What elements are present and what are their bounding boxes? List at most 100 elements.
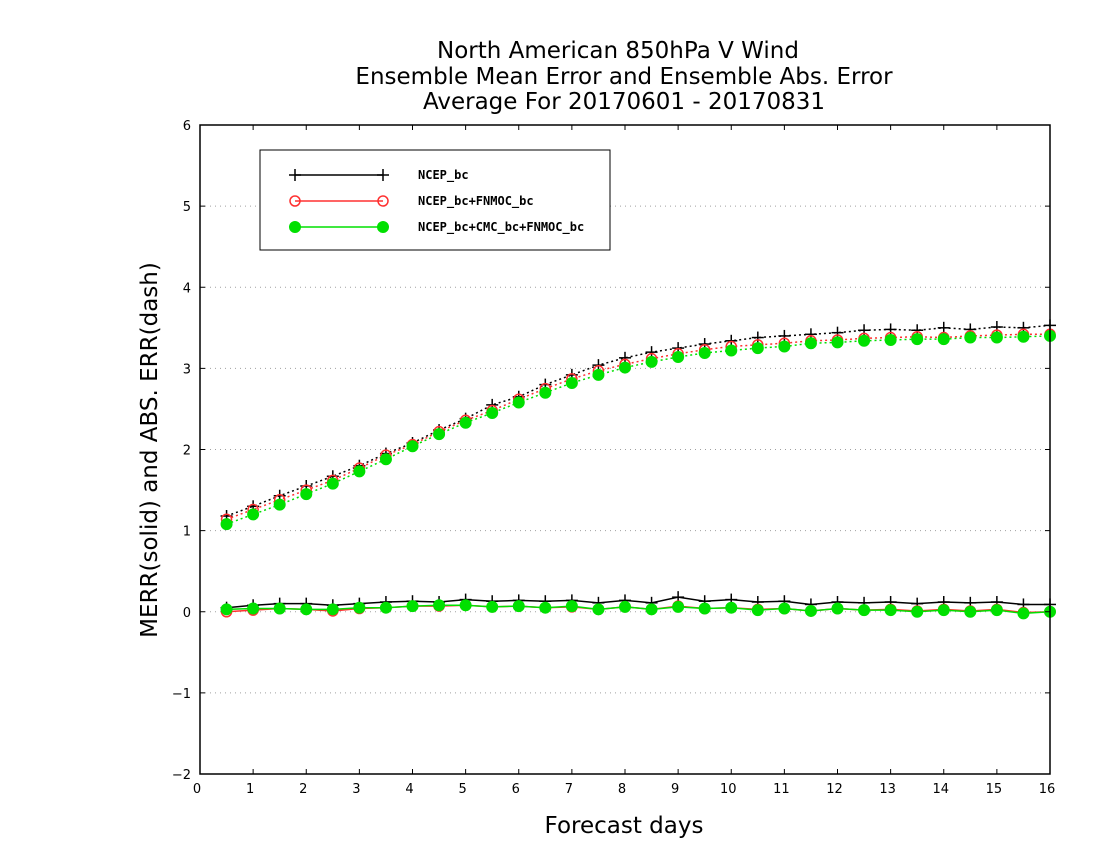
x-tick-label-12: 12 — [826, 782, 843, 797]
series-2-merr-point-10 — [486, 600, 499, 613]
series-1 — [220, 328, 1056, 619]
series-0-merr-line — [226, 596, 1050, 609]
series-2-merr-point-27 — [937, 604, 950, 617]
x-tick-label-1: 1 — [246, 782, 254, 797]
y-axis-label: MERR(solid) and ABS. ERR(dash) — [137, 262, 163, 638]
series-2-merr-point-19 — [725, 601, 738, 614]
legend-marker-start-2 — [289, 221, 301, 233]
series-2-abs-point-9 — [459, 416, 472, 429]
x-tick-label-14: 14 — [932, 782, 949, 797]
x-tick-label-6: 6 — [512, 782, 520, 797]
series-2-merr-point-20 — [751, 604, 764, 617]
series-2-merr-point-7 — [406, 600, 419, 613]
series-2-merr-point-30 — [1017, 607, 1030, 620]
x-tick-label-5: 5 — [458, 782, 466, 797]
series-2-abs-point-23 — [831, 336, 844, 349]
series-2-abs-point-29 — [990, 331, 1003, 344]
series-layer — [220, 319, 1056, 620]
series-2-abs-point-19 — [725, 344, 738, 357]
series-2-merr-point-21 — [778, 602, 791, 615]
series-2-merr-point-4 — [326, 603, 339, 616]
series-2 — [220, 329, 1056, 620]
y-tick-label-1: −1 — [172, 687, 191, 702]
series-0 — [220, 319, 1056, 614]
series-0-abs-point-20 — [751, 331, 764, 344]
x-tick-label-8: 8 — [618, 782, 626, 797]
series-2-merr-point-1 — [247, 602, 260, 615]
legend-marker-end-2 — [377, 221, 389, 233]
legend-label-1: NCEP_bc+FNMOC_bc — [418, 194, 534, 209]
series-0-abs-point-25 — [884, 323, 897, 336]
series-2-abs-point-26 — [911, 333, 924, 346]
series-2-abs-point-4 — [326, 477, 339, 490]
series-2-merr-point-8 — [433, 599, 446, 612]
series-2-abs-point-7 — [406, 440, 419, 453]
series-2-merr-point-24 — [858, 604, 871, 617]
series-2-abs-point-16 — [645, 355, 658, 368]
series-2-abs-point-2 — [273, 498, 286, 511]
gridlines — [200, 205, 1050, 694]
x-tick-label-3: 3 — [352, 782, 360, 797]
x-axis-ticks: 0 1 2 3 4 5 6 7 8 9 10 11 12 13 14 15 16 — [193, 125, 1055, 797]
series-1-abs-err-line — [226, 333, 1050, 520]
x-tick-label-13: 13 — [879, 782, 896, 797]
series-2-abs-point-25 — [884, 333, 897, 346]
series-2-merr-point-18 — [698, 602, 711, 615]
series-2-abs-point-28 — [964, 331, 977, 344]
series-0-abs-err-line — [226, 324, 1051, 517]
series-2-merr-point-17 — [672, 600, 685, 613]
x-axis-label: Forecast days — [545, 813, 704, 839]
x-tick-label-9: 9 — [671, 782, 679, 797]
series-2-abs-point-0 — [220, 518, 233, 531]
series-2-merr-point-25 — [884, 604, 897, 617]
y-tick-label-2: 0 — [183, 606, 191, 621]
series-2-merr-point-15 — [619, 600, 631, 613]
x-tick-label-4: 4 — [405, 782, 413, 797]
x-tick-label-0: 0 — [193, 782, 201, 797]
series-2-abs-point-11 — [512, 396, 525, 409]
series-2-abs-point-6 — [379, 453, 392, 466]
series-2-abs-point-15 — [619, 361, 631, 374]
series-0-abs-point-21 — [778, 329, 791, 342]
legend-marker-start-0 — [289, 169, 301, 181]
series-2-merr-point-11 — [512, 600, 525, 613]
chart-title-line-2: Ensemble Mean Error and Ensemble Abs. Er… — [355, 64, 893, 90]
x-tick-label-15: 15 — [986, 782, 1003, 797]
series-2-merr-point-26 — [911, 605, 924, 618]
series-2-merr-point-28 — [964, 605, 977, 618]
series-2-merr-point-2 — [273, 602, 286, 615]
x-tick-label-11: 11 — [773, 782, 790, 797]
series-2-merr-point-13 — [565, 600, 578, 613]
y-tick-label-6: 4 — [183, 281, 191, 296]
series-0-abs-point-29 — [990, 321, 1003, 334]
series-0-abs-point-24 — [858, 324, 871, 337]
legend-marker-end-0 — [377, 169, 389, 181]
legend-box — [259, 149, 611, 251]
series-2-abs-point-12 — [539, 386, 552, 399]
y-tick-label-3: 1 — [183, 525, 191, 540]
chart-title-line-3: Average For 20170601 - 20170831 — [423, 89, 825, 115]
series-2-merr-point-9 — [459, 599, 472, 612]
y-tick-label-0: −2 — [172, 768, 191, 783]
series-2-merr-point-5 — [353, 601, 366, 614]
series-2-merr-point-3 — [300, 603, 313, 616]
series-2-abs-point-17 — [672, 351, 685, 364]
series-2-abs-point-3 — [300, 488, 313, 501]
x-tick-label-2: 2 — [299, 782, 307, 797]
y-tick-label-5: 3 — [183, 362, 191, 377]
series-2-abs-point-5 — [353, 465, 366, 478]
series-2-merr-point-0 — [220, 603, 233, 616]
series-2-merr-point-16 — [645, 603, 658, 616]
series-2-abs-point-14 — [592, 368, 605, 381]
series-2-abs-point-13 — [565, 376, 578, 389]
series-2-abs-point-27 — [937, 333, 950, 346]
series-2-merr-point-23 — [831, 602, 844, 615]
series-2-abs-point-20 — [751, 342, 764, 355]
series-2-abs-point-21 — [778, 340, 791, 353]
x-tick-label-7: 7 — [565, 782, 573, 797]
series-2-abs-err-line — [226, 335, 1051, 525]
series-2-abs-point-30 — [1017, 330, 1030, 343]
series-2-merr-point-22 — [804, 604, 817, 617]
series-2-abs-point-18 — [698, 346, 711, 359]
